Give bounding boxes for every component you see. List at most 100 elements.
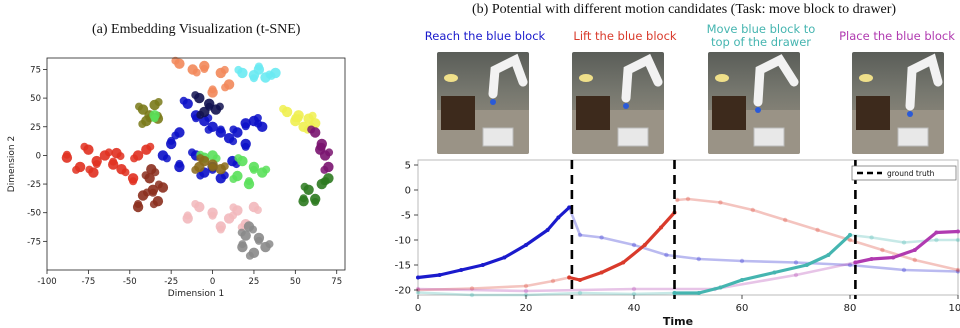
faded-marker: [912, 257, 917, 263]
scatter-point: [216, 225, 225, 234]
x-tick-label: 60: [736, 303, 749, 314]
scatter-point: [191, 165, 200, 174]
series-marker: [659, 225, 663, 230]
x-tick-label: 100: [948, 303, 960, 314]
scatter-cluster: [171, 56, 235, 98]
series-line: [567, 210, 677, 282]
legend-label: ground truth: [887, 169, 935, 178]
y-tick-label: -50: [27, 209, 41, 219]
faded-marker: [793, 272, 799, 278]
drawer-box: [441, 96, 475, 130]
faded-marker: [955, 269, 960, 274]
scatter-cluster: [157, 96, 268, 184]
scatter-point: [316, 142, 325, 151]
y-tick-label: -20: [395, 286, 411, 297]
faded-marker: [664, 252, 669, 258]
series-marker: [599, 270, 604, 275]
scatter-point: [311, 198, 320, 206]
series-marker: [718, 285, 723, 290]
x-tick-label: -100: [37, 277, 56, 287]
faded-marker: [469, 286, 475, 291]
x-tick-label: 80: [844, 303, 857, 314]
faded-marker: [415, 290, 421, 295]
x-tick-label: -75: [81, 277, 95, 287]
y-tick-label: -25: [27, 180, 41, 190]
scatter-point: [208, 163, 217, 172]
scatter-point: [162, 154, 171, 163]
x-axis-title: Dimension 1: [168, 289, 224, 299]
scatter-point: [208, 85, 217, 94]
scatter-point: [196, 171, 205, 180]
scatter-point: [279, 104, 288, 113]
series-line: [672, 233, 852, 295]
scatter-point: [135, 102, 143, 111]
scatter-point: [249, 225, 257, 234]
scatter-point: [291, 114, 300, 122]
scatter-point: [299, 194, 308, 203]
scatter-point: [234, 154, 243, 163]
series-marker: [545, 228, 550, 232]
tsne-plot-frame: [46, 57, 346, 271]
scatter-point: [149, 188, 157, 197]
scatter-point: [254, 62, 263, 71]
scatter-point: [249, 74, 258, 83]
x-tick-label: -25: [164, 277, 178, 287]
scatter-point: [175, 159, 184, 168]
scatter-point: [234, 65, 243, 74]
stage-label-lift: Lift the blue block: [573, 29, 677, 43]
series-line: [853, 229, 960, 265]
x-tick-label: -50: [123, 277, 137, 287]
series-marker: [891, 255, 896, 260]
series-marker: [437, 273, 442, 277]
blue-block: [907, 111, 913, 117]
scatter-point: [171, 131, 180, 140]
scene-illustration: [852, 53, 944, 154]
faded-marker: [793, 260, 799, 265]
faded-marker: [934, 237, 939, 243]
series-marker: [848, 233, 852, 237]
series-marker: [672, 291, 677, 295]
scatter-point: [237, 228, 246, 237]
y-tick-label: 25: [30, 123, 41, 133]
faded-marker: [550, 278, 556, 284]
robot-arm: [621, 53, 663, 103]
stage-label-reach: Reach the blue block: [424, 29, 546, 43]
faded-marker: [869, 235, 874, 240]
scatter-point: [150, 114, 159, 123]
y-tick-label: -10: [395, 236, 411, 247]
faded-marker: [599, 235, 604, 240]
lift-scene-thumbnail: [572, 52, 664, 154]
scatter-point: [216, 125, 225, 134]
y-tick-label: 0: [405, 186, 411, 197]
scatter-point: [130, 154, 139, 163]
scatter-point: [104, 148, 113, 157]
scatter-point: [191, 91, 200, 100]
series-marker: [480, 263, 485, 267]
faded-marker: [783, 217, 788, 223]
x-tick-label: 0: [210, 277, 215, 287]
series-marker: [696, 291, 701, 295]
scatter-cluster: [61, 142, 155, 186]
y-axis-title: Dimension 2: [7, 136, 17, 192]
faded-series-line: [848, 233, 960, 244]
x-tick-label: 20: [520, 303, 533, 314]
series-marker: [804, 263, 809, 267]
faded-marker: [739, 258, 745, 264]
scatter-point: [307, 125, 316, 134]
series-line: [416, 205, 571, 280]
scene-illustration: [572, 53, 664, 154]
scatter-point: [208, 211, 217, 220]
scatter-point: [80, 142, 89, 151]
scatter-point: [229, 175, 238, 183]
scatter-point: [129, 177, 138, 186]
scatter-cluster: [234, 62, 281, 83]
x-tick-label: 25: [249, 277, 260, 287]
scatter-cluster: [191, 91, 224, 119]
stage-label-place: Place the blue block: [839, 29, 955, 43]
scatter-cluster: [182, 200, 262, 234]
series-marker: [912, 248, 917, 252]
faded-series-line: [416, 291, 676, 297]
bin: [617, 127, 649, 147]
scatter-point: [154, 180, 163, 189]
series-marker: [556, 215, 561, 220]
